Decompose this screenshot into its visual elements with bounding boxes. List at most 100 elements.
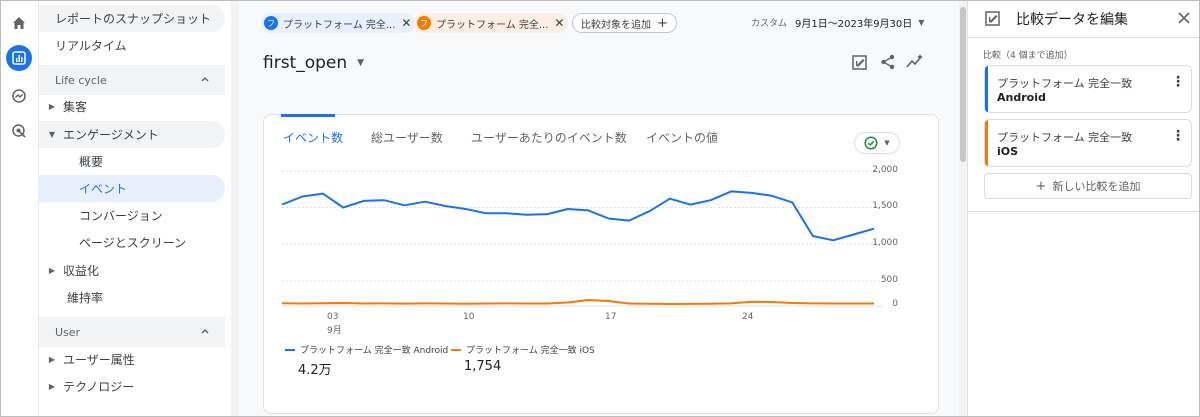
series-line-android bbox=[281, 190, 875, 242]
nav-engagement[interactable]: ▼ エンゲージメント bbox=[39, 121, 225, 148]
more-vert-icon[interactable]: ⋮ bbox=[1171, 128, 1185, 144]
legend-total-ios: 1,754 bbox=[464, 359, 502, 374]
add-new-comparison-button[interactable]: + 新しい比較を追加 bbox=[984, 173, 1192, 199]
panel-divider bbox=[968, 37, 1199, 38]
lifecycle-section-header[interactable]: Life cycle bbox=[39, 65, 225, 95]
chevron-up-icon bbox=[201, 329, 209, 334]
legend-item-ios[interactable]: プラットフォーム 完全一致 iOS bbox=[451, 343, 595, 356]
dropdown-arrow-icon: ▼ bbox=[884, 139, 890, 147]
collapse-arrow-icon: ▼ bbox=[48, 130, 56, 139]
close-icon[interactable]: ✕ bbox=[554, 16, 565, 30]
comparison-value: Android bbox=[997, 91, 1046, 104]
nav-retention[interactable]: 維持率 bbox=[39, 284, 103, 311]
edit-comparison-icon bbox=[985, 11, 1000, 26]
x-tick-label: 24 bbox=[742, 312, 754, 322]
date-range-value: 9月1日～2023年9月30日 bbox=[795, 19, 913, 30]
edit-comparison-panel: 比較データを編集 比較（4 個まで追加） プラットフォーム 完全一致 Andro… bbox=[967, 1, 1199, 416]
check-circle-icon bbox=[864, 136, 878, 150]
tab-events-per-user[interactable]: ユーザーあたりのイベント数 bbox=[471, 131, 627, 145]
nav-snapshot-label: レポートのスナップショット bbox=[55, 12, 212, 26]
page-title: first_open bbox=[263, 53, 348, 73]
add-new-comparison-label: 新しい比較を追加 bbox=[1052, 180, 1141, 193]
comparison-dimension: プラットフォーム 完全一致 bbox=[997, 131, 1133, 144]
nav-technology-label: テクノロジー bbox=[63, 380, 135, 394]
lifecycle-section-label: Life cycle bbox=[55, 73, 107, 87]
user-section-header[interactable]: User bbox=[39, 317, 225, 347]
share-icon[interactable] bbox=[879, 53, 897, 71]
comparison-color-bar bbox=[985, 66, 988, 112]
main-content: フ プラットフォーム 完全... ✕ フ プラットフォーム 完全... ✕ 比較… bbox=[239, 1, 959, 416]
customize-report-icon[interactable] bbox=[851, 53, 869, 71]
comparison-badge-icon: フ bbox=[264, 16, 278, 30]
y-tick-label: 1,000 bbox=[872, 238, 898, 248]
reports-icon[interactable] bbox=[6, 45, 32, 71]
event-name-selector[interactable]: first_open ▼ bbox=[263, 53, 364, 73]
comparison-card-ios[interactable]: プラットフォーム 完全一致 iOS ⋮ bbox=[984, 119, 1192, 167]
date-range-picker[interactable]: カスタム 9月1日～2023年9月30日 ▼ bbox=[751, 15, 924, 30]
add-comparison-label: 比較対象を追加 bbox=[581, 19, 651, 31]
chevron-up-icon bbox=[201, 77, 209, 82]
nav-engagement-label: エンゲージメント bbox=[63, 128, 159, 142]
legend-item-android[interactable]: プラットフォーム 完全一致 Android bbox=[285, 343, 448, 356]
expand-arrow-icon: ▶ bbox=[48, 382, 56, 391]
nav-conversions-label: コンバージョン bbox=[79, 209, 163, 223]
panel-divider bbox=[968, 211, 1199, 212]
nav-acquisition[interactable]: ▶ 集客 bbox=[39, 93, 87, 120]
legend-label: プラットフォーム 完全一致 iOS bbox=[466, 346, 595, 356]
scrollbar-thumb[interactable] bbox=[960, 7, 966, 162]
nav-user-attributes-label: ユーザー属性 bbox=[63, 353, 135, 367]
active-tab-indicator bbox=[281, 114, 335, 117]
plus-icon: + bbox=[657, 15, 668, 31]
nav-realtime[interactable]: リアルタイム bbox=[39, 32, 127, 59]
y-tick-label: 1,500 bbox=[872, 201, 898, 211]
tab-event-count[interactable]: イベント数 bbox=[283, 131, 344, 145]
expand-arrow-icon: ▶ bbox=[48, 355, 56, 364]
nav-conversions[interactable]: コンバージョン bbox=[39, 202, 163, 229]
comparison-chip-ios[interactable]: フ プラットフォーム 完全... ✕ bbox=[414, 13, 569, 33]
nav-monetization[interactable]: ▶ 収益化 bbox=[39, 257, 99, 284]
x-tick-sublabel: 9月 bbox=[327, 326, 342, 336]
nav-pages-screens[interactable]: ページとスクリーン bbox=[39, 229, 186, 256]
expand-arrow-icon: ▶ bbox=[48, 266, 56, 275]
close-icon[interactable] bbox=[1176, 10, 1192, 26]
nav-overview[interactable]: 概要 bbox=[39, 148, 103, 175]
tab-event-value[interactable]: イベントの値 bbox=[646, 131, 719, 145]
add-comparison-button[interactable]: 比較対象を追加 + bbox=[572, 13, 677, 33]
report-nav: レポートのスナップショット リアルタイム Life cycle ▶ 集客 ▼ エンゲ… bbox=[39, 1, 231, 416]
chart-series bbox=[281, 190, 875, 305]
main-scrollbar[interactable] bbox=[959, 1, 967, 416]
y-tick-label: 2,000 bbox=[872, 165, 898, 175]
comparison-chip-android[interactable]: フ プラットフォーム 完全... ✕ bbox=[261, 13, 416, 33]
explore-icon[interactable] bbox=[6, 83, 32, 109]
advertising-icon[interactable] bbox=[6, 118, 32, 144]
user-section-label: User bbox=[55, 325, 81, 339]
panel-title: 比較データを編集 bbox=[1016, 12, 1128, 28]
close-icon[interactable]: ✕ bbox=[401, 16, 412, 30]
insights-icon[interactable] bbox=[905, 53, 925, 71]
plus-icon: + bbox=[1035, 178, 1047, 194]
nav-user-attributes[interactable]: ▶ ユーザー属性 bbox=[39, 346, 135, 373]
chart-status-dropdown[interactable]: ▼ bbox=[854, 132, 900, 154]
dropdown-arrow-icon: ▼ bbox=[357, 58, 365, 68]
y-tick-label: 500 bbox=[880, 275, 898, 285]
nav-overview-label: 概要 bbox=[79, 155, 104, 169]
legend-swatch bbox=[285, 348, 295, 351]
icon-rail bbox=[1, 1, 39, 416]
comparison-badge-icon: フ bbox=[417, 16, 431, 30]
nav-snapshot[interactable]: レポートのスナップショット bbox=[39, 5, 225, 32]
dropdown-arrow-icon: ▼ bbox=[918, 18, 925, 27]
nav-technology[interactable]: ▶ テクノロジー bbox=[39, 373, 134, 400]
panel-subtitle: 比較（4 個まで追加） bbox=[983, 51, 1073, 61]
tab-total-users[interactable]: 総ユーザー数 bbox=[371, 131, 443, 145]
nav-events[interactable]: イベント bbox=[39, 175, 225, 202]
chart-gridlines bbox=[282, 170, 882, 307]
comparison-color-bar bbox=[985, 120, 988, 166]
more-vert-icon[interactable]: ⋮ bbox=[1171, 74, 1185, 90]
nav-realtime-label: リアルタイム bbox=[55, 39, 127, 53]
expand-arrow-icon: ▶ bbox=[48, 102, 56, 111]
comparison-value: iOS bbox=[997, 145, 1019, 158]
comparison-card-android[interactable]: プラットフォーム 完全一致 Android ⋮ bbox=[984, 65, 1192, 113]
nav-events-label: イベント bbox=[79, 182, 128, 196]
home-icon[interactable] bbox=[6, 10, 32, 36]
